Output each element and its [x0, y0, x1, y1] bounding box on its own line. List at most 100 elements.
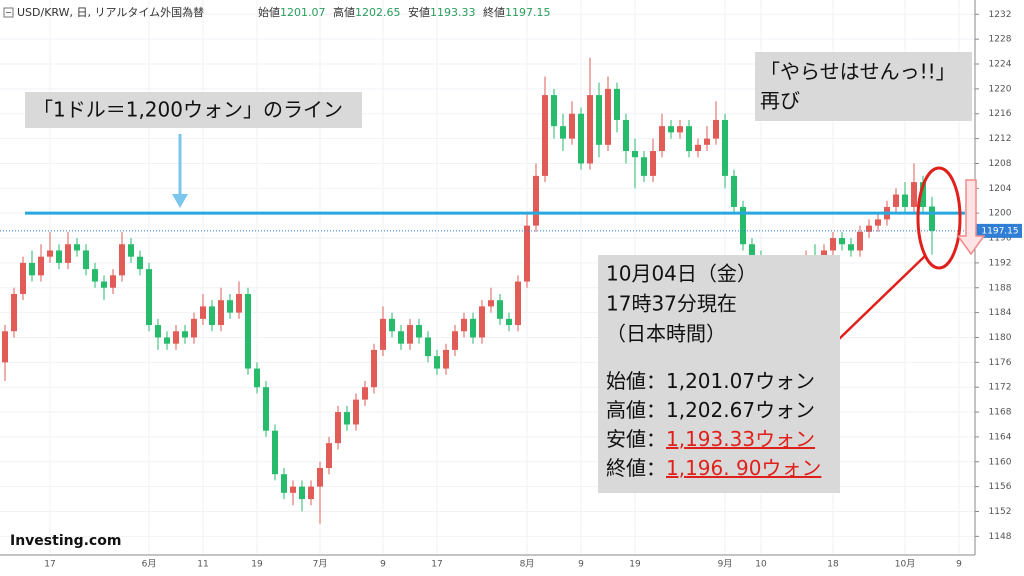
candle-body: [407, 325, 413, 344]
info-date: 10月04日（金）: [606, 262, 757, 286]
candle-body: [461, 318, 467, 332]
candle-body: [227, 300, 233, 313]
candle-body: [659, 126, 665, 152]
candle-body: [146, 269, 152, 326]
quote-again: 再び: [760, 89, 800, 113]
info-row: 安値：1,193.33ウォン: [606, 427, 815, 451]
candle-body: [677, 126, 683, 133]
info-row: 高値：1,202.67ウォン: [606, 398, 815, 422]
candle-body: [380, 318, 386, 350]
candle-body: [488, 300, 494, 307]
candle-body: [902, 194, 908, 207]
candle-body: [209, 306, 215, 326]
last-price-label: 1197.15: [981, 226, 1018, 236]
collapse-icon[interactable]: [3, 7, 14, 18]
x-tick-label: 8月: [520, 559, 535, 570]
candle-body: [497, 300, 503, 319]
y-tick-label: 1196: [989, 234, 1012, 244]
candle-body: [56, 250, 62, 263]
y-tick-label: 1180: [989, 333, 1012, 343]
logo: Investing.com: [10, 533, 121, 549]
x-tick-label: 18: [827, 560, 839, 570]
y-tick-label: 1164: [989, 432, 1012, 442]
candle-body: [668, 126, 674, 133]
x-tick-label: 9: [380, 560, 386, 570]
x-tick-label: 17: [44, 560, 55, 570]
close-value: 1197.15: [505, 6, 551, 19]
candle-body: [164, 337, 170, 344]
low-label: 安値: [408, 5, 430, 19]
candle-body: [542, 95, 548, 176]
candle-body: [398, 331, 404, 344]
highlight-ellipse: [916, 166, 962, 270]
quote: 「やらせはせんっ!!」: [760, 60, 956, 84]
y-tick-label: 1192: [989, 258, 1012, 268]
candle-body: [434, 356, 440, 369]
y-tick-label: 1224: [989, 60, 1012, 70]
candle-body: [443, 349, 449, 369]
candle-body: [2, 331, 8, 363]
y-tick-label: 1188: [989, 283, 1012, 293]
candle-body: [101, 281, 107, 288]
x-tick-label: 10月: [895, 559, 915, 570]
y-tick-label: 1184: [989, 308, 1012, 318]
y-tick-label: 1152: [989, 507, 1012, 517]
candle-body: [614, 88, 620, 120]
candle-body: [722, 119, 728, 176]
candle-body: [560, 126, 566, 139]
candle-body: [389, 318, 395, 332]
y-tick-label: 1208: [989, 159, 1012, 169]
x-tick-label: 7月: [313, 559, 328, 570]
candle-body: [578, 113, 584, 164]
candle-body: [218, 300, 224, 326]
info-row: 始値：1,201.07ウォン: [606, 369, 815, 393]
y-tick-label: 1228: [989, 35, 1012, 45]
candle-body: [605, 88, 611, 145]
row-value: 1,193.33ウォン: [666, 427, 815, 451]
candle-body: [254, 368, 260, 388]
line-label-box: [25, 92, 362, 128]
candle-body: [686, 126, 692, 152]
high-label: 高値: [333, 5, 355, 19]
candle-body: [110, 275, 116, 288]
candle-body: [866, 225, 872, 232]
candle-body: [182, 331, 188, 338]
candle-body: [452, 331, 458, 350]
open-label: 始値: [258, 5, 280, 19]
candle-body: [281, 474, 287, 493]
x-tick-label: 9月: [718, 559, 733, 570]
candle-body: [425, 337, 431, 357]
info-tz: （日本時間）: [606, 322, 726, 346]
y-tick-label: 1232: [989, 10, 1012, 20]
candle-body: [173, 331, 179, 344]
y-tick-label: 1168: [989, 408, 1012, 418]
candle-body: [200, 306, 206, 319]
candle-body: [371, 349, 377, 388]
last-price-tag: [976, 223, 1022, 238]
row-value: 1,196. 90ウォン: [666, 456, 821, 480]
candle-body: [911, 182, 917, 207]
row-label: 終値：: [606, 456, 666, 480]
y-tick-label: 1204: [989, 184, 1012, 194]
y-tick-label: 1160: [989, 457, 1012, 467]
axes: 1148 1152 1156 1160 1164 1168 1172 1176 1180 1184…: [44, 10, 1022, 570]
quote-box: [755, 52, 972, 121]
candle-body: [920, 182, 926, 207]
candle-body: [11, 293, 17, 332]
x-tick-label: 11: [197, 560, 208, 570]
candle-body: [533, 175, 539, 226]
candle-body: [587, 95, 593, 164]
x-tick-label: 10: [755, 560, 767, 570]
x-tick-label: 6月: [142, 559, 157, 570]
candle-body: [20, 262, 26, 294]
y-tick-label: 1216: [989, 109, 1012, 119]
candle-body: [335, 412, 341, 444]
y-tick-label: 1220: [989, 84, 1012, 94]
candle-body: [272, 430, 278, 475]
candle-body: [650, 151, 656, 176]
candle-body: [65, 244, 71, 263]
y-tick-label: 1212: [989, 134, 1012, 144]
candle-body: [704, 138, 710, 145]
